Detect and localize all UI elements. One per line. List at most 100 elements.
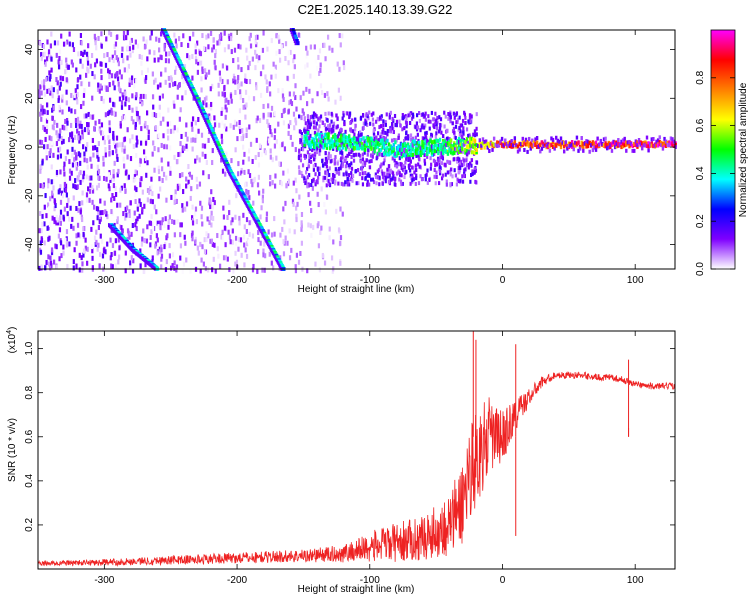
spectrogram-cell (40, 80, 44, 86)
spectrogram-cell (295, 217, 298, 223)
spectrogram-cell (553, 142, 556, 147)
spectrogram-cell (518, 142, 521, 147)
spectrogram-cell (116, 76, 120, 82)
spectrogram-cell (169, 128, 173, 134)
spectrogram-cell (134, 39, 137, 45)
spectrogram-cell (410, 137, 413, 142)
spectrogram-cell (609, 142, 612, 147)
spectrogram-cell (77, 51, 80, 57)
spectrogram-cell (212, 216, 215, 222)
spectrogram-cell (451, 129, 455, 134)
spectrogram-cell (459, 129, 462, 134)
spectrogram-cell (305, 86, 308, 92)
spectrogram-cell (95, 229, 98, 235)
spectrogram-cell (248, 124, 251, 130)
spectrogram-cell (470, 117, 473, 122)
spectrogram-cell (286, 75, 289, 81)
spectrogram-cell (118, 142, 121, 148)
spectrogram-cell (134, 199, 137, 205)
spectrogram-cell (64, 118, 67, 124)
snr-y-label: SNR (10 * v/v) (7, 418, 18, 482)
spectrogram-cell (97, 175, 100, 181)
spectrogram-cell (198, 181, 202, 187)
spectrogram-cell (266, 86, 269, 92)
spectrogram-cell (256, 268, 259, 274)
spectrogram-cell (194, 206, 198, 212)
spectrogram-cell (457, 144, 461, 149)
spectrogram-cell (238, 215, 241, 221)
spectrogram-cell (165, 175, 168, 181)
spectrogram-cell (642, 143, 646, 148)
spectrogram-cell (71, 146, 74, 152)
spectrogram-cell (161, 166, 164, 172)
spectrogram-cell (79, 33, 83, 39)
spectrogram-cell (70, 122, 73, 128)
spectrogram-cell (245, 78, 248, 84)
spectrogram-cell (397, 133, 401, 138)
spectrogram-cell (174, 38, 177, 44)
spectrogram-cell (399, 161, 402, 166)
spectrogram-cell (361, 171, 364, 176)
spectrogram-cell (159, 186, 162, 192)
spectrogram-cell (107, 111, 110, 117)
spectrogram-cell (407, 136, 410, 141)
spectrogram-cell (456, 159, 459, 164)
spectrogram-cell (306, 139, 310, 144)
spectrogram-cell (164, 34, 166, 39)
spectrogram-cell (449, 112, 452, 117)
spectrogram-cell (134, 176, 137, 182)
spectrogram-cell (306, 114, 310, 119)
spectrogram-cell (376, 169, 380, 174)
spectrogram-cell (191, 126, 194, 132)
spectrogram-cell (237, 171, 240, 177)
spectrogram-cell (146, 56, 149, 62)
spectrogram-cell (386, 132, 389, 137)
spectrogram-cell (393, 113, 397, 118)
spectrogram-cell (87, 68, 90, 74)
spectrogram-cell (274, 64, 277, 70)
spectrogram-cell (333, 161, 336, 166)
spectrogram-cell (473, 150, 477, 155)
spectrogram-cell (209, 130, 212, 135)
spectrogram-cell (672, 139, 676, 144)
spectrogram-cell (106, 86, 109, 92)
spectrogram-cell (391, 149, 394, 154)
spectrogram-cell (607, 145, 610, 150)
spectrogram-cell (228, 171, 231, 176)
spectrogram-cell (441, 154, 444, 159)
spectrogram-cell (252, 96, 256, 102)
spectrogram-cell (386, 138, 389, 143)
spectrogram-cell (280, 113, 284, 119)
spectrogram-cell (150, 213, 153, 219)
spectrogram-cell (227, 99, 230, 105)
spectrogram-cell (230, 220, 233, 226)
spectrogram-cell (344, 129, 347, 134)
spectrogram-cell (384, 175, 388, 180)
spectrogram-cell (59, 81, 62, 87)
spectrogram-cell (324, 56, 327, 62)
spectrogram-cell (223, 84, 226, 90)
spectrogram-cell (175, 43, 178, 49)
spectrogram-cell (457, 147, 461, 152)
spectrogram-cell (204, 153, 207, 159)
spectrogram-cell (79, 160, 82, 166)
spectrogram-cell (264, 150, 267, 156)
spectrogram-cell (113, 110, 116, 116)
spectrogram-cell (120, 74, 123, 80)
spectrogram-cell (240, 170, 243, 176)
spectrogram-cell (326, 126, 329, 131)
spectrogram-cell (655, 143, 658, 148)
spectrogram-cell (633, 141, 636, 146)
spectrogram-cell (108, 30, 111, 36)
spectrogram-cell (143, 257, 145, 262)
spectrogram-cell (146, 187, 150, 193)
spectrogram-cell (157, 57, 160, 63)
spectrogram-cell (398, 148, 402, 153)
spectrogram-cell (257, 174, 261, 180)
spectrogram-cell (419, 148, 423, 153)
spectrogram-cell (451, 144, 454, 149)
snr-x-tick-label: 0 (500, 575, 506, 586)
spectrogram-cell (328, 139, 332, 144)
spectrogram-cell (100, 43, 103, 49)
